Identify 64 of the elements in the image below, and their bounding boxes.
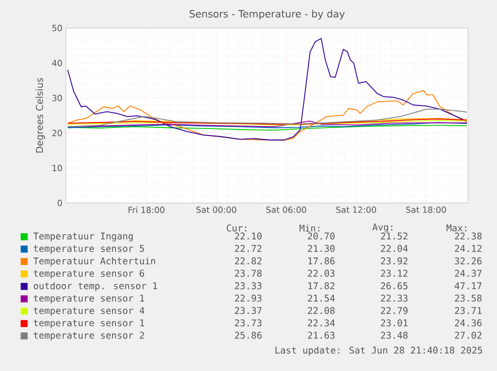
text: 23.48	[380, 332, 408, 339]
text: 23.78	[234, 270, 262, 277]
text: 17.86	[308, 257, 335, 264]
y-tick-label: 20	[52, 130, 62, 136]
text: 26.65	[380, 282, 408, 290]
text: 17.82	[308, 282, 334, 290]
text: Cur:	[226, 224, 246, 232]
text: 24.36	[454, 319, 482, 326]
text: 23.33	[234, 282, 262, 290]
text: Min:	[300, 224, 320, 232]
text: Last update: Sat Jun 28 21:40:18 2025	[276, 346, 482, 356]
text: 23.58	[454, 294, 482, 302]
y-tick-label: 40	[52, 60, 62, 66]
legend-label: temperature sensor 5	[34, 245, 144, 254]
text: 22.82	[234, 257, 262, 264]
text: 25.86	[234, 332, 262, 339]
text: 23.92	[380, 257, 408, 264]
text: 22.33	[380, 294, 408, 302]
text: 21.52	[380, 232, 408, 240]
text: 22.34	[308, 319, 335, 326]
text: 22.04	[380, 244, 408, 252]
y-tick-label: 30	[52, 94, 62, 102]
text: 47.17	[454, 282, 482, 290]
text: 22.03	[308, 270, 334, 277]
legend-label: Temperatuur Ingang	[33, 232, 133, 242]
y-axis-title: Degrees Celsius	[36, 78, 45, 153]
y-tick-label: 10	[52, 164, 62, 172]
line-series	[67, 108, 468, 128]
text: 24.12	[454, 244, 482, 252]
text: 23.73	[234, 319, 262, 326]
text: 22.93	[234, 294, 262, 302]
text: 21.30	[308, 244, 335, 252]
text: Avg:	[372, 224, 392, 232]
legend-label: temperature sensor 6	[34, 270, 144, 279]
x-tick-label: Fri 18:00	[128, 206, 164, 214]
text: Max:	[446, 224, 466, 232]
text: 21.54	[308, 294, 335, 302]
legend-label: Temperatuur Achtertuin	[33, 257, 156, 266]
chart-title: Sensors - Temperature - by day	[190, 10, 345, 20]
text: 22.10	[234, 232, 262, 240]
text: 22.72	[234, 244, 262, 252]
text: 23.12	[380, 270, 408, 277]
legend-label: temperature sensor 4	[34, 307, 144, 316]
x-tick-label: Sat 06:00	[266, 206, 306, 213]
text: 23.37	[234, 307, 262, 314]
text: 22.79	[380, 307, 408, 314]
text: 24.37	[454, 270, 482, 277]
text: 20.70	[308, 232, 335, 240]
text: 27.02	[454, 332, 482, 339]
text: 23.01	[380, 319, 408, 326]
y-tick-label: 50	[52, 24, 62, 32]
text: 22.38	[454, 232, 482, 240]
text: 22.08	[308, 307, 335, 314]
text: 32.26	[454, 257, 482, 264]
legend-label: outdoor temp. sensor 1	[34, 282, 158, 292]
legend-label: temperature sensor 1	[34, 294, 144, 304]
legend-label: temperature sensor 2	[34, 332, 144, 341]
y-tick-label: 0	[58, 200, 62, 206]
x-tick-label: Sat 18:00	[406, 206, 446, 213]
legend-label: temperature sensor 1	[34, 320, 144, 328]
text: 21.63	[308, 332, 334, 339]
x-tick-label: Sat 12:00	[336, 206, 376, 213]
text: 23.71	[454, 307, 482, 314]
x-tick-label: Sat 00:00	[196, 206, 236, 213]
